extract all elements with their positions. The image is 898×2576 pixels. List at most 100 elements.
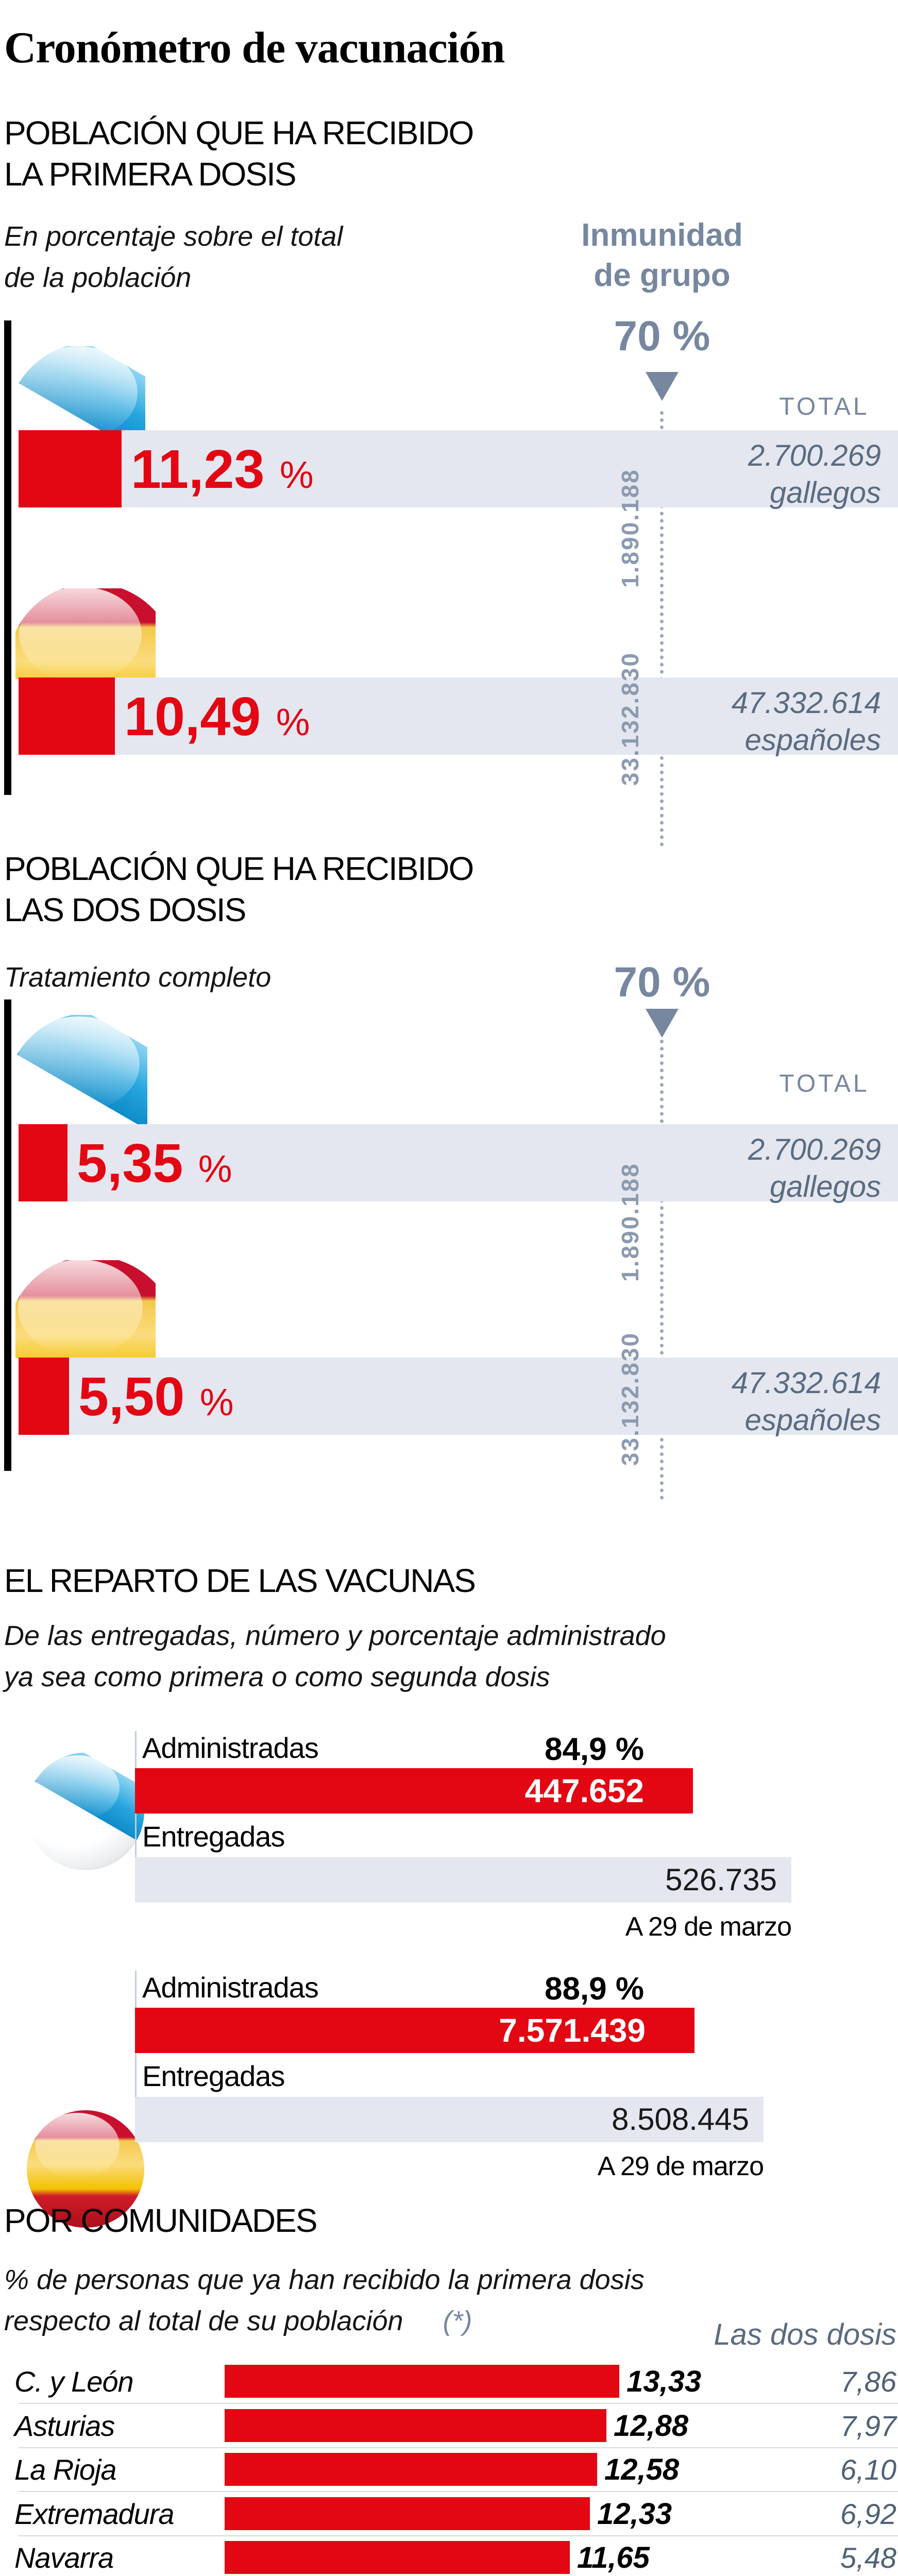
percent-sign: % — [198, 1147, 232, 1190]
delivered-bar: 526.735 — [135, 1857, 791, 1903]
dose-percentage: 5,50 % — [78, 1366, 234, 1427]
community-row: Asturias 12,88 7,97 — [0, 2404, 898, 2448]
section-first-dose-subtitle: En porcentaje sobre el total de la pobla… — [4, 216, 343, 299]
bar-origin-line — [135, 1731, 137, 1903]
percent-sign: % — [276, 701, 310, 743]
subtitle-line: respecto al total de su población (*) — [4, 2301, 645, 2342]
community-row: La Rioja 12,58 6,10 — [0, 2448, 898, 2492]
row-separator — [18, 2403, 898, 2404]
herd-immunity-line: de grupo — [594, 258, 731, 294]
first-dose-bar — [225, 2365, 619, 2398]
threshold-70pct-label: 70 % — [614, 313, 710, 360]
threshold-arrow-icon — [646, 1009, 679, 1038]
as-of-date: A 29 de marzo — [625, 1912, 792, 1942]
total-population: 47.332.614 españoles — [675, 1365, 881, 1439]
heading-line: LAS DOS DOSIS — [4, 891, 246, 928]
row-separator — [18, 2491, 898, 2492]
threshold-dotted-line — [660, 411, 664, 846]
subtitle-line: De las entregadas, número y porcentaje a… — [4, 1620, 666, 1651]
delivered-count: 526.735 — [665, 1862, 777, 1897]
galicia-stripe — [27, 1753, 144, 1858]
heading-line: POBLACIÓN QUE HA RECIBIDO — [4, 114, 474, 151]
heading-line: LA PRIMERA DOSIS — [4, 156, 297, 193]
total-population: 2.700.269 gallegos — [675, 437, 881, 512]
heading-line: POBLACIÓN QUE HA RECIBIDO — [4, 850, 474, 887]
footnote-reference-mark: (*) — [443, 2305, 472, 2336]
delivered-count: 8.508.445 — [612, 2102, 749, 2137]
dose-band — [19, 1358, 898, 1435]
galicia-flag-ball-icon — [27, 1753, 144, 1870]
dose-bar — [19, 1124, 67, 1201]
subtitle-line: respecto al total de su población — [4, 2305, 403, 2336]
section-reparto-subtitle: De las entregadas, número y porcentaje a… — [4, 1616, 666, 1698]
delivered-bar: 8.508.445 — [135, 2097, 764, 2142]
axis-baseline — [4, 999, 11, 1471]
dose-percentage: 11,23 % — [131, 439, 314, 500]
spain-sphere — [15, 588, 156, 679]
delivered-label: Entregadas — [142, 1820, 285, 1853]
threshold-dotted-line — [660, 1040, 664, 1500]
second-dose-value: 6,10 — [840, 2453, 896, 2486]
dose-band — [19, 1124, 898, 1201]
total-population: 2.700.269 gallegos — [675, 1131, 881, 1206]
total-number: 47.332.614 — [731, 1366, 881, 1400]
administered-count: 447.652 — [524, 1772, 644, 1809]
total-word: gallegos — [769, 1170, 881, 1204]
total-word: españoles — [744, 1403, 881, 1437]
galicia-sphere — [15, 346, 145, 432]
second-dose-value: 7,86 — [840, 2365, 896, 2398]
community-name: Extremadura — [14, 2498, 175, 2530]
section-communities-heading: POR COMUNIDADES — [4, 2202, 317, 2239]
dose-bar — [19, 430, 122, 507]
community-name: Asturias — [14, 2410, 115, 2442]
first-dose-bar — [225, 2497, 590, 2530]
section-communities-subtitle: % de personas que ya han recibido la pri… — [4, 2260, 645, 2342]
axis-population-number: 1.890.188 — [617, 468, 643, 588]
total-word: gallegos — [769, 476, 881, 510]
reparto-layer: Administradas 84,9 % 447.652 Entregadas 526.… — [0, 0, 898, 2228]
delivered-label: Entregadas — [142, 2060, 285, 2092]
second-dose-value: 6,92 — [840, 2498, 896, 2530]
second-dose-column-header: Las dos dosis — [714, 2318, 896, 2351]
first-dose-value: 13,33 — [626, 2365, 702, 2398]
community-name: Navarra — [14, 2541, 114, 2574]
percent-sign: % — [199, 1381, 234, 1423]
total-number: 2.700.269 — [748, 1133, 881, 1166]
community-name: La Rioja — [14, 2453, 116, 2486]
total-column-label: TOTAL — [779, 1070, 870, 1097]
subtitle-line: de la población — [4, 262, 192, 293]
section-second-dose-subtitle: Tratamiento completo — [4, 962, 272, 993]
first-dose-bar — [225, 2409, 606, 2442]
axis-population-number: 33.132.830 — [617, 1331, 643, 1466]
threshold-70pct-label: 70 % — [614, 959, 710, 1006]
administered-label: Administradas — [142, 1732, 319, 1764]
galicia-stripe — [15, 1015, 147, 1124]
community-name: C. y León — [14, 2365, 134, 2398]
axis-baseline — [4, 320, 11, 795]
subtitle-line: ya sea como primera o como segunda dosis — [4, 1661, 550, 1692]
row-separator — [18, 2447, 898, 2448]
row-separator — [18, 2535, 898, 2536]
first-dose-value: 12,88 — [614, 2409, 689, 2443]
administered-percentage: 88,9 % — [544, 1971, 644, 2007]
threshold-arrow-icon — [646, 372, 679, 401]
page-title: Cronómetro de vacunación — [4, 23, 505, 72]
community-row: C. y León 13,33 7,86 — [0, 2360, 898, 2404]
subtitle-line: En porcentaje sobre el total — [4, 221, 343, 252]
community-row: Navarra 11,65 5,48 — [0, 2536, 898, 2576]
herd-immunity-label: Inmunidad de grupo — [538, 215, 786, 296]
spain-flag-ball-icon — [15, 588, 156, 679]
spain-flag-ball-icon — [27, 2110, 144, 2228]
dose-bar — [19, 1358, 69, 1435]
administered-bar: 7.571.439 — [135, 2008, 694, 2053]
total-column-label: TOTAL — [779, 393, 870, 420]
section-reparto-heading: EL REPARTO DE LAS VACUNAS — [4, 1562, 476, 1599]
second-dose-value: 7,97 — [840, 2410, 896, 2442]
axis-population-number: 1.890.188 — [617, 1162, 643, 1282]
administered-label: Administradas — [142, 1971, 319, 2004]
administered-count: 7.571.439 — [499, 2012, 646, 2049]
total-word: españoles — [744, 723, 881, 757]
axis-population-number: 33.132.830 — [617, 651, 643, 786]
dose-band — [19, 677, 898, 755]
